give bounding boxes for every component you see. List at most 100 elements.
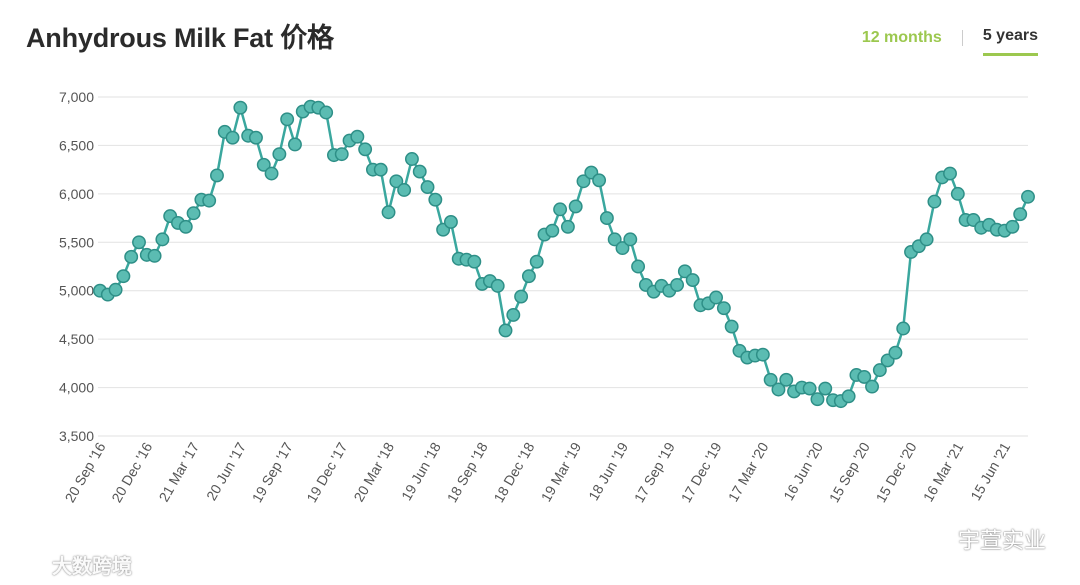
data-point[interactable] xyxy=(888,345,903,360)
data-point[interactable] xyxy=(412,164,427,179)
data-point[interactable] xyxy=(802,381,817,396)
chart-title: Anhydrous Milk Fat 价格 xyxy=(26,23,334,53)
data-point[interactable] xyxy=(576,174,591,189)
data-point[interactable] xyxy=(545,223,560,238)
data-point[interactable] xyxy=(225,130,240,145)
watermark-right: 宇萱实业 xyxy=(920,523,1046,555)
data-point[interactable] xyxy=(568,199,583,214)
data-point[interactable] xyxy=(1021,189,1035,204)
data-point[interactable] xyxy=(514,289,529,304)
data-point[interactable] xyxy=(381,205,396,220)
y-tick-label: 7,000 xyxy=(59,89,94,105)
data-point[interactable] xyxy=(709,290,724,305)
data-point[interactable] xyxy=(779,372,794,387)
data-point[interactable] xyxy=(631,259,646,274)
x-tick-label: 16 Mar '21 xyxy=(920,439,967,504)
data-point[interactable] xyxy=(124,249,139,264)
data-point[interactable] xyxy=(490,278,505,293)
data-point[interactable] xyxy=(615,241,630,256)
data-point[interactable] xyxy=(350,129,365,144)
x-tick-label: 20 Mar '18 xyxy=(350,439,397,504)
data-point[interactable] xyxy=(716,301,731,316)
data-point[interactable] xyxy=(560,219,575,234)
data-point[interactable] xyxy=(724,319,739,334)
watermark-right-text: 宇萱实业 xyxy=(957,528,1046,553)
y-tick-label: 5,500 xyxy=(59,234,94,250)
data-point[interactable] xyxy=(592,173,607,188)
data-point[interactable] xyxy=(319,105,334,120)
data-point[interactable] xyxy=(872,363,887,378)
range-tabs: 12 months 5 years xyxy=(862,27,1038,56)
x-tick-label: 17 Dec '19 xyxy=(678,439,725,505)
data-point[interactable] xyxy=(1013,207,1028,222)
data-point[interactable] xyxy=(280,112,295,127)
data-point[interactable] xyxy=(553,202,568,217)
watermark-left-text: 大数跨境 xyxy=(52,556,132,578)
data-point[interactable] xyxy=(685,273,700,288)
data-point[interactable] xyxy=(529,254,544,269)
data-point[interactable] xyxy=(389,174,404,189)
data-point[interactable] xyxy=(443,214,458,229)
data-point[interactable] xyxy=(397,183,412,197)
x-tick-label: 19 Mar '19 xyxy=(538,439,585,504)
data-point[interactable] xyxy=(607,232,622,247)
data-point[interactable] xyxy=(763,372,778,387)
data-point[interactable] xyxy=(358,142,373,157)
data-point[interactable] xyxy=(1005,219,1020,234)
data-point[interactable] xyxy=(404,152,419,166)
data-point[interactable] xyxy=(927,194,942,209)
data-point[interactable] xyxy=(272,147,287,162)
data-point[interactable] xyxy=(420,180,435,195)
data-point[interactable] xyxy=(334,147,349,162)
x-tick-label: 20 Dec '16 xyxy=(108,439,155,505)
data-point[interactable] xyxy=(521,269,536,284)
x-tick-label: 17 Mar '20 xyxy=(725,439,772,504)
wechat-icon xyxy=(920,528,949,550)
data-point[interactable] xyxy=(818,381,833,396)
data-point[interactable] xyxy=(428,192,443,207)
x-tick-label: 19 Dec '17 xyxy=(303,439,350,505)
data-point[interactable] xyxy=(264,166,279,181)
y-tick-label: 6,500 xyxy=(59,137,94,153)
x-tick-label: 18 Jun '19 xyxy=(585,439,631,503)
watermark-left: 大数跨境 xyxy=(8,550,132,579)
data-point[interactable] xyxy=(857,369,872,384)
data-point[interactable] xyxy=(841,389,856,404)
data-point[interactable] xyxy=(373,162,388,177)
data-point[interactable] xyxy=(116,269,131,284)
data-point[interactable] xyxy=(155,232,170,247)
data-point[interactable] xyxy=(147,248,162,263)
tab-12-months[interactable]: 12 months xyxy=(861,28,942,46)
data-point[interactable] xyxy=(186,206,201,221)
data-point[interactable] xyxy=(677,264,692,279)
data-point[interactable] xyxy=(498,323,513,338)
data-point[interactable] xyxy=(623,232,638,247)
tab-divider xyxy=(961,29,963,46)
data-point[interactable] xyxy=(288,137,302,152)
x-tick-label: 18 Dec '18 xyxy=(490,439,537,505)
data-point[interactable] xyxy=(108,282,123,297)
data-point[interactable] xyxy=(178,219,193,234)
data-point[interactable] xyxy=(670,277,685,292)
x-tick-label: 21 Mar '17 xyxy=(155,439,202,504)
data-point[interactable] xyxy=(249,130,263,145)
x-tick-label: 15 Dec '20 xyxy=(873,439,920,505)
data-point[interactable] xyxy=(210,168,224,183)
data-point[interactable] xyxy=(865,379,879,394)
data-point[interactable] xyxy=(233,100,248,115)
data-point[interactable] xyxy=(896,321,911,336)
data-point[interactable] xyxy=(950,186,965,201)
data-point[interactable] xyxy=(202,193,217,208)
data-point[interactable] xyxy=(599,211,614,226)
data-point[interactable] xyxy=(132,235,146,250)
data-point[interactable] xyxy=(943,166,957,181)
data-point[interactable] xyxy=(919,232,934,247)
data-point[interactable] xyxy=(810,392,825,407)
x-tick-label: 20 Jun '17 xyxy=(203,439,249,503)
data-point[interactable] xyxy=(467,254,482,269)
data-point[interactable] xyxy=(256,157,271,172)
data-point[interactable] xyxy=(506,307,521,322)
data-point[interactable] xyxy=(771,382,786,397)
tab-5-years[interactable]: 5 years xyxy=(982,27,1038,56)
data-point[interactable] xyxy=(755,347,770,362)
